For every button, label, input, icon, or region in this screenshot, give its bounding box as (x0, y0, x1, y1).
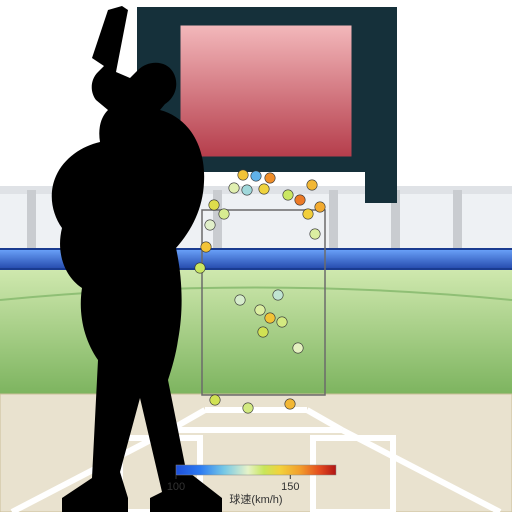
stadium-post (213, 190, 222, 250)
pitch-marker (205, 220, 215, 230)
scoreboard-screen (180, 25, 352, 157)
pitch-marker (295, 195, 305, 205)
pitch-marker (315, 202, 325, 212)
pitch-marker (273, 290, 283, 300)
pitch-marker (265, 313, 275, 323)
pitch-marker (201, 242, 211, 252)
legend-tick-label: 150 (281, 481, 299, 493)
pitch-marker (243, 403, 253, 413)
pitch-marker (235, 295, 245, 305)
pitch-marker (259, 184, 269, 194)
pitch-marker (277, 317, 287, 327)
stadium-post (329, 190, 338, 250)
pitch-marker (209, 200, 219, 210)
pitch-marker (307, 180, 317, 190)
legend-bar (176, 465, 336, 475)
pitch-marker (258, 327, 268, 337)
stadium-post (453, 190, 462, 250)
pitch-marker (229, 183, 239, 193)
pitch-marker (210, 395, 220, 405)
pitch-marker (219, 209, 229, 219)
pitch-marker (265, 173, 275, 183)
pitch-marker (242, 185, 252, 195)
legend-label: 球速(km/h) (229, 492, 282, 506)
legend-tick-label: 100 (167, 481, 185, 493)
pitch-location-chart: 100 150球速(km/h) (0, 0, 512, 512)
pitch-marker (310, 229, 320, 239)
pitch-marker (293, 343, 303, 353)
pitch-marker (195, 263, 205, 273)
pitch-marker (285, 399, 295, 409)
pitch-marker (251, 171, 261, 181)
pitch-marker (255, 305, 265, 315)
pitch-marker (238, 170, 248, 180)
pitch-marker (283, 190, 293, 200)
pitch-marker (303, 209, 313, 219)
outfield-grass (0, 270, 512, 394)
stadium-post (27, 190, 36, 250)
